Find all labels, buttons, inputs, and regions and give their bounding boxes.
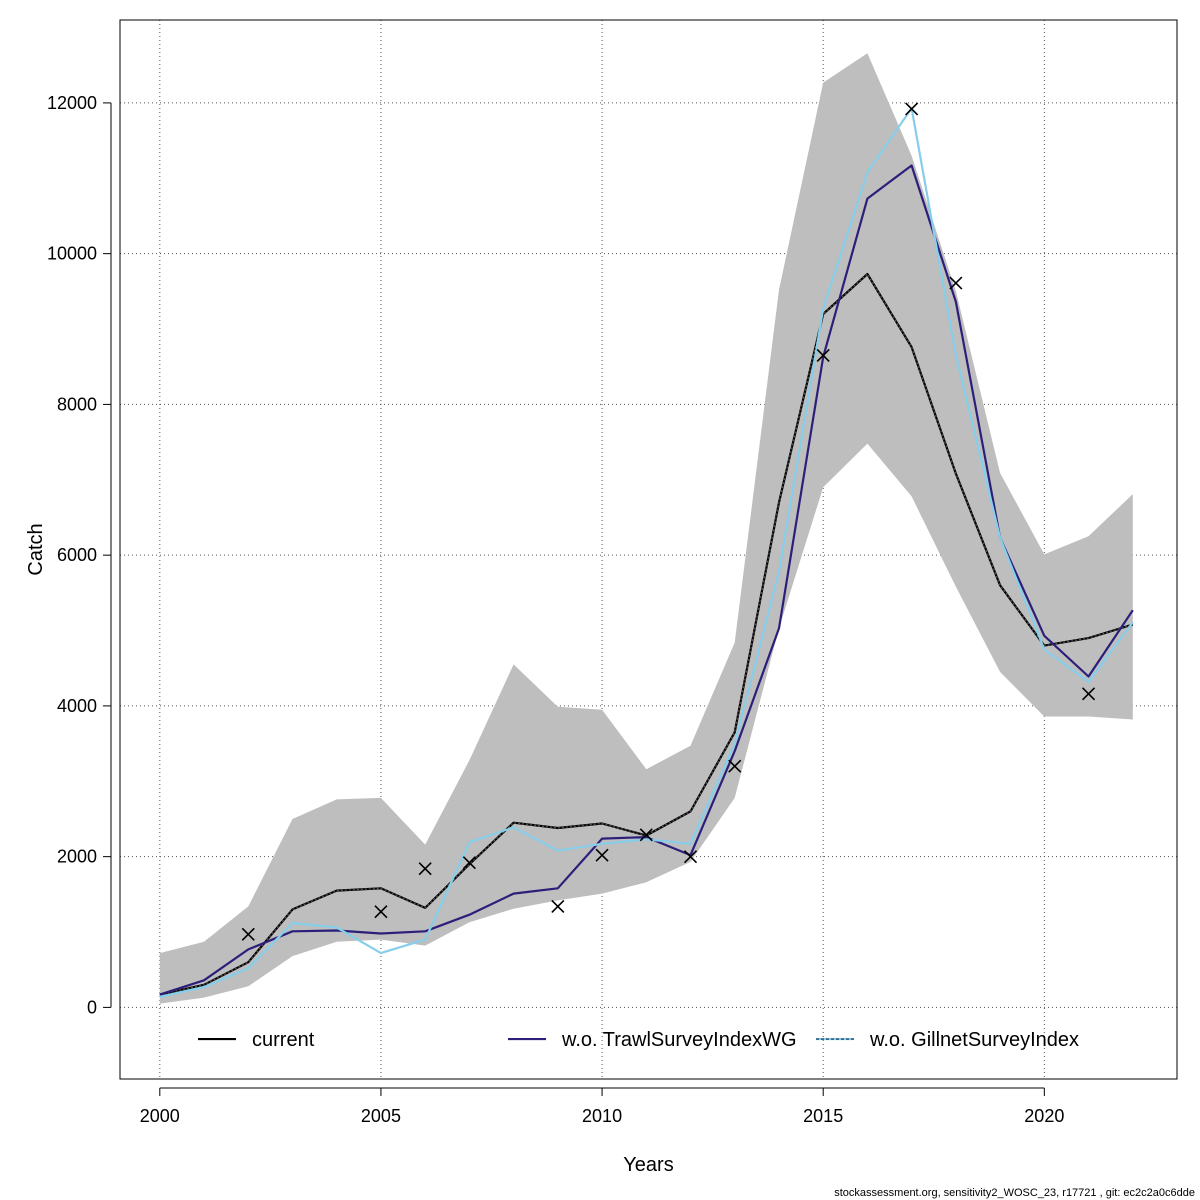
observed-point-2009 [551, 899, 565, 913]
legend: current w.o. TrawlSurveyIndexWG w.o. Gilln… [198, 1029, 1079, 1051]
observed-point-2015 [816, 348, 830, 362]
y-tick-label-6000: 6000 [57, 545, 97, 565]
legend-label-0: current [252, 1029, 315, 1051]
y-tick-label-10000: 10000 [47, 244, 97, 264]
y-tick-label-12000: 12000 [47, 93, 97, 113]
x-tick-label-2010: 2010 [582, 1106, 622, 1126]
y-tick-label-4000: 4000 [57, 696, 97, 716]
observed-point-2012 [683, 850, 698, 864]
y-tick-label-2000: 2000 [57, 847, 97, 867]
observed-point-2002 [241, 927, 255, 941]
x-tick-label-2015: 2015 [803, 1106, 843, 1126]
y-tick-label-0: 0 [87, 997, 97, 1017]
confidence-band [159, 53, 1133, 1004]
x-axis: 2000 2005 2010 2015 2020 [140, 1087, 1064, 1126]
observed-point-2006 [418, 862, 432, 876]
y-axis-title: Catch [25, 523, 47, 575]
legend-label-2: w.o. GillnetSurveyIndex [869, 1029, 1079, 1051]
x-tick-label-2020: 2020 [1024, 1106, 1064, 1126]
x-tick-label-2005: 2005 [361, 1106, 401, 1126]
y-tick-label-8000: 8000 [57, 394, 97, 414]
observed-point-2017 [905, 102, 919, 116]
observed-point-2005 [374, 905, 388, 919]
observed-points [241, 102, 1096, 941]
observed-point-2013 [728, 759, 742, 773]
plot-frame [119, 19, 1178, 1080]
y-axis: 0 2000 4000 6000 8000 10000 12000 [47, 93, 112, 1017]
series-line-w-o-gillnetsurveyindex [159, 107, 1134, 998]
x-tick-label-2000: 2000 [140, 1106, 180, 1126]
observed-point-2018 [949, 276, 963, 290]
observed-point-2010 [595, 848, 609, 862]
legend-label-1: w.o. TrawlSurveyIndexWG [561, 1029, 797, 1051]
series-line-w-o-trawlsurveyindexwg [159, 164, 1134, 996]
observed-point-2021 [1081, 687, 1096, 701]
observed-point-2007 [462, 856, 476, 870]
observed-point-2011 [639, 828, 653, 842]
footer-text: stockassessment.org, sensitivity2_WOSC_2… [834, 1187, 1195, 1199]
x-axis-title: Years [623, 1154, 673, 1176]
